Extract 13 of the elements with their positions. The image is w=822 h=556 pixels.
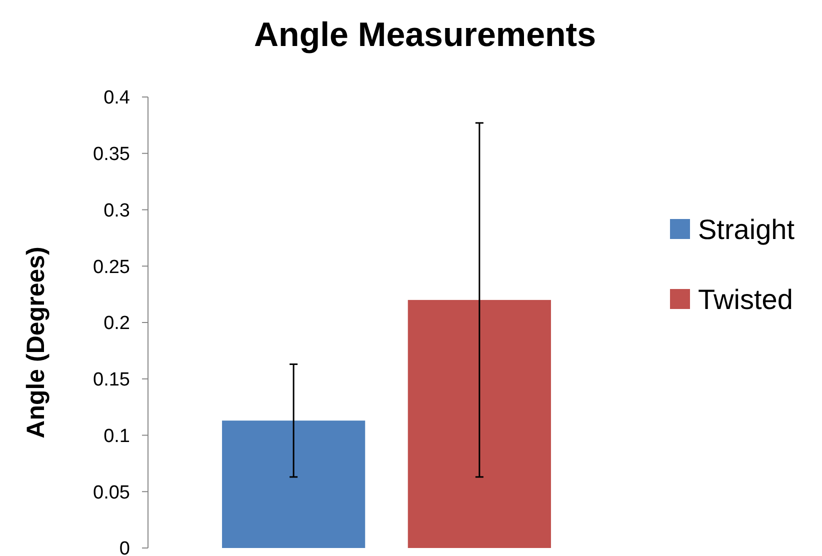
y-tick-label: 0.25 <box>93 256 130 278</box>
y-tick-label: 0 <box>119 538 130 556</box>
y-tick-label: 0.15 <box>93 370 130 391</box>
y-tick-label: 0.05 <box>93 482 130 504</box>
y-tick-label: 0.4 <box>104 88 130 109</box>
y-tick-label: 0.2 <box>104 313 130 334</box>
y-tick-label: 0.3 <box>104 200 130 222</box>
y-tick-label: 0.1 <box>104 426 130 447</box>
legend-label: Straight <box>698 214 795 245</box>
legend-label: Twisted <box>698 284 793 315</box>
chart-title: Angle Measurements <box>254 16 596 54</box>
y-axis-title: Angle (Degrees) <box>22 246 50 438</box>
y-tick-label: 0.35 <box>93 144 130 166</box>
